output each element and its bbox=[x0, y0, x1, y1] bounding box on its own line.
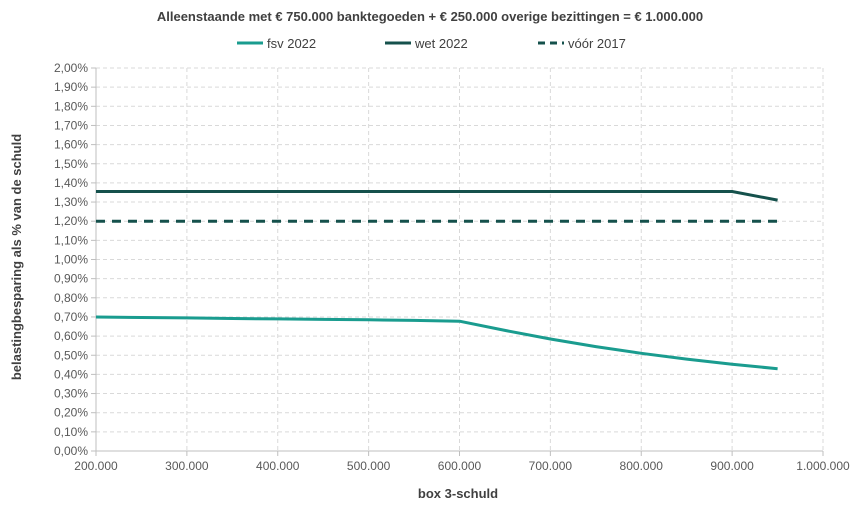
series-lines bbox=[95, 190, 778, 371]
y-tick-label: 0,60% bbox=[54, 329, 88, 343]
x-tick-labels: 200.000 300.000 400.000 500.000 600.000 700.0… bbox=[74, 459, 850, 473]
y-tick-label: 1,40% bbox=[54, 176, 88, 190]
y-tick-label: 1,30% bbox=[54, 195, 88, 209]
y-tick-label: 1,50% bbox=[54, 157, 88, 171]
series-line-1 bbox=[95, 315, 778, 371]
x-axis-label: box 3-schuld bbox=[418, 486, 498, 501]
y-tick-labels: 0,00% 0,10% 0,20% 0,30% 0,40% 0,50% 0,60% 0,70%… bbox=[54, 61, 88, 458]
legend-label: fsv 2022 bbox=[267, 36, 316, 51]
x-tick-label: 900.000 bbox=[710, 459, 754, 473]
y-tick-label: 0,50% bbox=[54, 348, 88, 362]
legend-label: vóór 2017 bbox=[568, 36, 626, 51]
y-tick-label: 1,60% bbox=[54, 138, 88, 152]
y-tick-label: 1,00% bbox=[54, 253, 88, 267]
y-axis-label: belastingbesparing als % van de schuld bbox=[9, 134, 24, 380]
x-tick-label: 500.000 bbox=[347, 459, 391, 473]
legend: fsv 2022 wet 2022 vóór 2017 bbox=[237, 36, 626, 51]
y-tick-label: 0,70% bbox=[54, 310, 88, 324]
y-tick-label: 1,90% bbox=[54, 80, 88, 94]
x-tick-label: 200.000 bbox=[74, 459, 118, 473]
y-tick-label: 0,30% bbox=[54, 387, 88, 401]
y-tick-label: 1,80% bbox=[54, 99, 88, 113]
chart-title: Alleenstaande met € 750.000 banktegoeden… bbox=[157, 9, 703, 24]
y-tick-label: 0,20% bbox=[54, 406, 88, 420]
grid bbox=[96, 67, 824, 451]
y-tick-label: 1,10% bbox=[54, 233, 88, 247]
x-tick-label: 700.000 bbox=[529, 459, 573, 473]
x-tick-label: 1.000.000 bbox=[796, 459, 850, 473]
x-tick-label: 600.000 bbox=[438, 459, 482, 473]
y-tick-label: 0,80% bbox=[54, 291, 88, 305]
x-tick-label: 300.000 bbox=[165, 459, 209, 473]
legend-label: wet 2022 bbox=[414, 36, 468, 51]
x-tick-label: 800.000 bbox=[620, 459, 664, 473]
y-tick-label: 1,20% bbox=[54, 214, 88, 228]
y-tick-label: 0,40% bbox=[54, 367, 88, 381]
y-tick-label: 2,00% bbox=[54, 61, 88, 75]
y-tick-label: 1,70% bbox=[54, 118, 88, 132]
axes bbox=[91, 67, 824, 456]
series-line-2 bbox=[96, 190, 778, 202]
y-tick-label: 0,10% bbox=[54, 425, 88, 439]
x-tick-label: 400.000 bbox=[256, 459, 300, 473]
y-tick-label: 0,00% bbox=[54, 444, 88, 458]
y-tick-label: 0,90% bbox=[54, 272, 88, 286]
